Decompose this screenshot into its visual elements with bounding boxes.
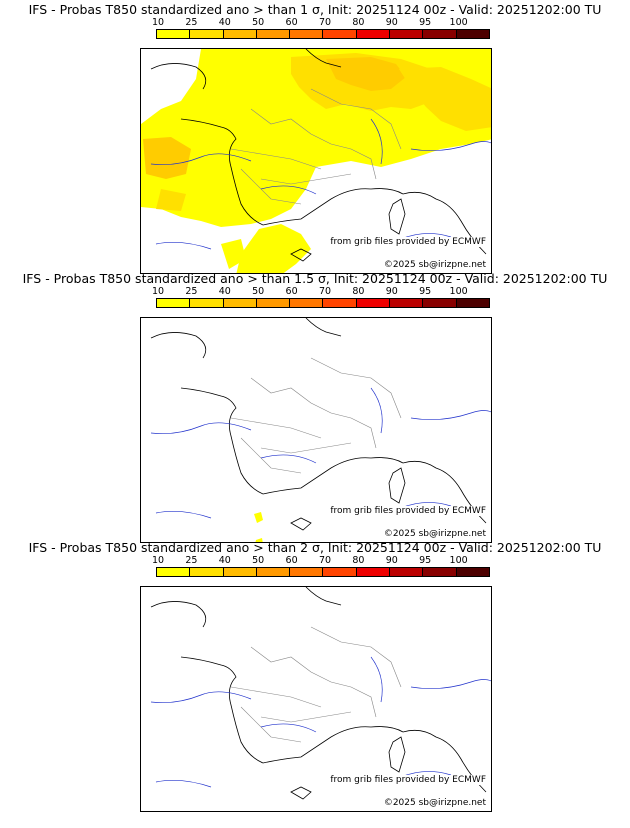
copyright-credit: ©2025 sb@irizpne.net (382, 529, 487, 539)
colorbar-tick-label: 40 (218, 286, 231, 297)
colorbar-tick-label: 95 (419, 555, 432, 566)
colorbar-tick-label: 40 (218, 555, 231, 566)
colorbar-labels: 10 25 40 50 60 70 80 90 95 100 (152, 17, 490, 28)
rivers (150, 387, 491, 519)
colorbar-tick-label: 95 (419, 286, 432, 297)
panel-1-sigma: IFS - Probas T850 standardized ano > tha… (0, 2, 630, 274)
colorbar-labels: 10 25 40 50 60 70 80 90 95 100 (152, 555, 490, 566)
colorbar-swatch (390, 568, 424, 576)
colorbar-swatch (323, 568, 357, 576)
colorbar-swatch (356, 30, 391, 38)
colorbar-tick-label: 25 (185, 17, 198, 28)
colorbar: 10 25 40 50 60 70 80 90 95 100 (152, 17, 490, 42)
colorbar-swatch (456, 299, 489, 307)
colorbar-swatch (456, 568, 489, 576)
data-source-credit: from grib files provided by ECMWF (329, 775, 487, 785)
panel-1-5-sigma: IFS - Probas T850 standardized ano > tha… (0, 271, 630, 543)
colorbar-swatch (390, 299, 424, 307)
colorbar-tick-label: 100 (449, 286, 468, 297)
colorbar-swatch (423, 568, 457, 576)
probability-field (141, 49, 491, 273)
borders (230, 626, 402, 743)
colorbar-swatch (223, 568, 257, 576)
colorbar-swatch (390, 30, 424, 38)
borders (230, 357, 402, 474)
colorbar-swatch (356, 299, 391, 307)
probability-map: from grib files provided by ECMWF ©2025 … (140, 48, 492, 274)
colorbar: 10 25 40 50 60 70 80 90 95 100 (152, 286, 490, 311)
rivers (150, 118, 491, 250)
colorbar-swatch (190, 299, 224, 307)
colorbar-swatches (156, 298, 490, 308)
colorbar-tick-label: 25 (185, 555, 198, 566)
colorbar-tick-label: 100 (449, 17, 468, 28)
colorbar-tick-label: 50 (252, 286, 265, 297)
colorbar-swatch (423, 299, 457, 307)
data-source-credit: from grib files provided by ECMWF (329, 506, 487, 516)
colorbar-tick-label: 80 (352, 555, 365, 566)
copyright-credit: ©2025 sb@irizpne.net (382, 260, 487, 270)
map-canvas (141, 49, 491, 273)
colorbar-tick-label: 70 (318, 555, 332, 566)
colorbar-tick-label: 10 (151, 17, 165, 28)
colorbar-swatch (356, 568, 391, 576)
rivers (150, 656, 491, 788)
data-source-credit: from grib files provided by ECMWF (329, 237, 487, 247)
coastlines (150, 587, 487, 800)
colorbar-tick-label: 60 (285, 286, 298, 297)
colorbar-tick-label: 70 (318, 17, 332, 28)
map-canvas (150, 318, 491, 542)
colorbar-swatch (256, 568, 291, 576)
colorbar-tick-label: 50 (252, 555, 265, 566)
colorbar-labels: 10 25 40 50 60 70 80 90 95 100 (152, 286, 490, 297)
colorbar-swatch (323, 299, 357, 307)
coastlines (150, 318, 487, 531)
borders (230, 88, 402, 205)
colorbar-swatch (190, 30, 224, 38)
colorbar-tick-label: 90 (385, 555, 398, 566)
panel-title: IFS - Probas T850 standardized ano > tha… (28, 2, 602, 17)
colorbar-swatch (157, 30, 191, 38)
colorbar-tick-label: 10 (151, 555, 165, 566)
colorbar-swatch (190, 568, 224, 576)
colorbar-tick-label: 40 (218, 17, 231, 28)
colorbar-tick-label: 80 (352, 17, 365, 28)
colorbar-tick-label: 95 (419, 17, 432, 28)
colorbar-swatch (323, 30, 357, 38)
colorbar-tick-label: 25 (185, 286, 198, 297)
colorbar-tick-label: 50 (252, 17, 265, 28)
map-canvas (150, 587, 491, 800)
colorbar: 10 25 40 50 60 70 80 90 95 100 (152, 555, 490, 580)
panel-2-sigma: IFS - Probas T850 standardized ano > tha… (0, 540, 630, 812)
probability-map: from grib files provided by ECMWF ©2025 … (140, 586, 492, 812)
colorbar-tick-label: 90 (385, 286, 398, 297)
probability-map: from grib files provided by ECMWF ©2025 … (140, 317, 492, 543)
colorbar-swatch (423, 30, 457, 38)
colorbar-swatch (290, 299, 324, 307)
panel-title: IFS - Probas T850 standardized ano > tha… (28, 540, 602, 555)
colorbar-swatch (290, 30, 324, 38)
colorbar-swatch (290, 568, 324, 576)
colorbar-swatch (223, 30, 257, 38)
colorbar-swatch (256, 299, 291, 307)
copyright-credit: ©2025 sb@irizpne.net (382, 798, 487, 808)
colorbar-swatch (456, 30, 489, 38)
probability-field (254, 512, 263, 542)
colorbar-tick-label: 100 (449, 555, 468, 566)
colorbar-swatch (157, 299, 191, 307)
colorbar-tick-label: 80 (352, 286, 365, 297)
colorbar-swatch (157, 568, 191, 576)
colorbar-tick-label: 70 (318, 286, 332, 297)
colorbar-swatches (156, 29, 490, 39)
colorbar-tick-label: 90 (385, 17, 398, 28)
colorbar-tick-label: 60 (285, 555, 298, 566)
colorbar-tick-label: 10 (151, 286, 165, 297)
colorbar-tick-label: 60 (285, 17, 298, 28)
colorbar-swatch (223, 299, 257, 307)
panel-title: IFS - Probas T850 standardized ano > tha… (22, 271, 608, 286)
colorbar-swatch (256, 30, 291, 38)
colorbar-swatches (156, 567, 490, 577)
